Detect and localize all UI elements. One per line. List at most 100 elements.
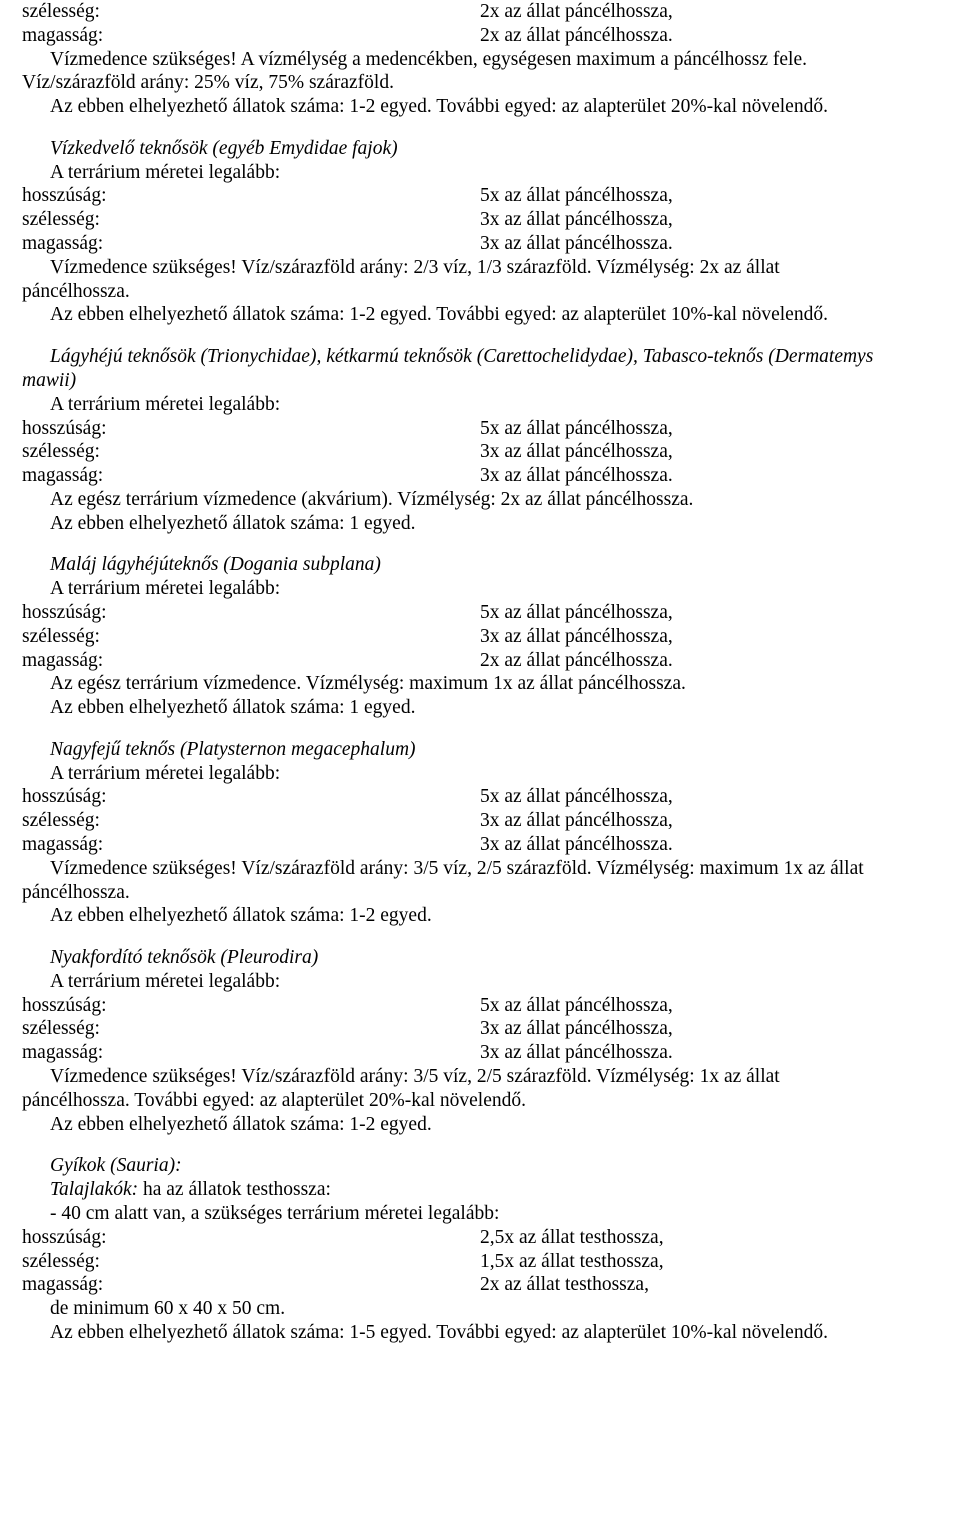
dim-label-width: szélesség: bbox=[22, 1250, 480, 1274]
dim-row-length: hosszúság: 5x az állat páncélhossza, bbox=[22, 785, 938, 809]
dim-label-width: szélesség: bbox=[22, 0, 480, 24]
dim-label-height: magasság: bbox=[22, 833, 480, 857]
dim-row-height: magasság: 2x az állat páncélhossza. bbox=[22, 24, 938, 48]
section-title: Nagyfejű teknős (Platysternon megacephal… bbox=[22, 738, 938, 762]
dim-label-height: magasság: bbox=[22, 1041, 480, 1065]
dim-row-width: szélesség: 3x az állat páncélhossza, bbox=[22, 1017, 938, 1041]
dim-value-width: 3x az állat páncélhossza, bbox=[480, 625, 938, 649]
terrarium-intro: A terrárium méretei legalább: bbox=[22, 970, 938, 994]
dim-label-width: szélesség: bbox=[22, 440, 480, 464]
dim-row-width: szélesség: 1,5x az állat testhossza, bbox=[22, 1250, 938, 1274]
dim-value-width: 3x az állat páncélhossza, bbox=[480, 208, 938, 232]
dim-value-length: 2,5x az állat testhossza, bbox=[480, 1226, 938, 1250]
dim-label-length: hosszúság: bbox=[22, 601, 480, 625]
note-line: Az ebben elhelyezhető állatok száma: 1-2… bbox=[22, 904, 938, 928]
dim-value-width: 3x az állat páncélhossza, bbox=[480, 809, 938, 833]
note-line: Az ebben elhelyezhető állatok száma: 1 e… bbox=[22, 696, 938, 720]
dim-row-height: magasság: 3x az állat páncélhossza. bbox=[22, 232, 938, 256]
note-line: Vízmedence szükséges! Víz/szárazföld ará… bbox=[22, 1065, 938, 1089]
note-line: - 40 cm alatt van, a szükséges terrárium… bbox=[22, 1202, 938, 1226]
dim-label-height: magasság: bbox=[22, 24, 480, 48]
section-trionychidae: Lágyhéjú teknősök (Trionychidae), kétkar… bbox=[22, 345, 938, 535]
dim-value-width: 3x az állat páncélhossza, bbox=[480, 440, 938, 464]
section-title: Gyíkok (Sauria): bbox=[22, 1154, 938, 1178]
dim-label-length: hosszúság: bbox=[22, 417, 480, 441]
dim-row-length: hosszúság: 5x az állat páncélhossza, bbox=[22, 994, 938, 1018]
dim-row-width: szélesség: 3x az állat páncélhossza, bbox=[22, 625, 938, 649]
section-dogania: Maláj lágyhéjúteknős (Dogania subplana) … bbox=[22, 553, 938, 719]
dim-row-width: szélesség: 3x az állat páncélhossza, bbox=[22, 809, 938, 833]
dim-row-length: hosszúság: 5x az állat páncélhossza, bbox=[22, 601, 938, 625]
dim-label-length: hosszúság: bbox=[22, 184, 480, 208]
terrarium-intro: A terrárium méretei legalább: bbox=[22, 161, 938, 185]
note-line: Vízmedence szükséges! Víz/szárazföld ará… bbox=[22, 256, 938, 280]
dim-label-length: hosszúság: bbox=[22, 785, 480, 809]
note-line: Az ebben elhelyezhető állatok száma: 1-5… bbox=[22, 1321, 938, 1345]
dim-row-length: hosszúság: 5x az állat páncélhossza, bbox=[22, 417, 938, 441]
subheading-rest: ha az állatok testhossza: bbox=[138, 1179, 331, 1200]
dim-row-length: hosszúság: 2,5x az állat testhossza, bbox=[22, 1226, 938, 1250]
dim-label-height: magasság: bbox=[22, 1273, 480, 1297]
terrarium-intro: A terrárium méretei legalább: bbox=[22, 577, 938, 601]
dim-label-width: szélesség: bbox=[22, 1017, 480, 1041]
dim-row-height: magasság: 3x az állat páncélhossza. bbox=[22, 1041, 938, 1065]
dim-value-height: 2x az állat testhossza, bbox=[480, 1273, 938, 1297]
note-line-wrap: páncélhossza. bbox=[22, 280, 938, 304]
section-intro: szélesség: 2x az állat páncélhossza, mag… bbox=[22, 0, 938, 119]
note-line: Az ebben elhelyezhető állatok száma: 1-2… bbox=[22, 1113, 938, 1137]
dim-value-width: 1,5x az állat testhossza, bbox=[480, 1250, 938, 1274]
dim-label-length: hosszúság: bbox=[22, 994, 480, 1018]
section-title-wrap: mawii) bbox=[22, 369, 938, 393]
dim-value-height: 2x az állat páncélhossza. bbox=[480, 24, 938, 48]
dim-label-width: szélesség: bbox=[22, 208, 480, 232]
dim-row-width: szélesség: 3x az állat páncélhossza, bbox=[22, 440, 938, 464]
note-line-wrap: páncélhossza. bbox=[22, 881, 938, 905]
dim-value-width: 3x az állat páncélhossza, bbox=[480, 1017, 938, 1041]
dim-value-height: 3x az állat páncélhossza. bbox=[480, 232, 938, 256]
dim-row-height: magasság: 3x az állat páncélhossza. bbox=[22, 833, 938, 857]
note-line: Az ebben elhelyezhető állatok száma: 1-2… bbox=[22, 303, 938, 327]
terrarium-intro: A terrárium méretei legalább: bbox=[22, 762, 938, 786]
section-title: Lágyhéjú teknősök (Trionychidae), kétkar… bbox=[22, 345, 938, 369]
section-title: Vízkedvelő teknősök (egyéb Emydidae fajo… bbox=[22, 137, 938, 161]
dim-value-height: 3x az állat páncélhossza. bbox=[480, 833, 938, 857]
section-title: Nyakfordító teknősök (Pleurodira) bbox=[22, 946, 938, 970]
dim-value-length: 5x az állat páncélhossza, bbox=[480, 184, 938, 208]
dim-label-width: szélesség: bbox=[22, 625, 480, 649]
dim-label-width: szélesség: bbox=[22, 809, 480, 833]
section-sauria: Gyíkok (Sauria): Talajlakók: ha az állat… bbox=[22, 1154, 938, 1344]
dim-row-width: szélesség: 3x az állat páncélhossza, bbox=[22, 208, 938, 232]
dim-row-height: magasság: 2x az állat páncélhossza. bbox=[22, 649, 938, 673]
page: szélesség: 2x az állat páncélhossza, mag… bbox=[0, 0, 960, 1369]
dim-value-length: 5x az állat páncélhossza, bbox=[480, 785, 938, 809]
note-line-wrap: páncélhossza. További egyed: az alapterü… bbox=[22, 1089, 938, 1113]
note-line: de minimum 60 x 40 x 50 cm. bbox=[22, 1297, 938, 1321]
dim-value-length: 5x az állat páncélhossza, bbox=[480, 994, 938, 1018]
dim-value-length: 5x az állat páncélhossza, bbox=[480, 417, 938, 441]
dim-value-length: 5x az állat páncélhossza, bbox=[480, 601, 938, 625]
note-line: Az egész terrárium vízmedence (akvárium)… bbox=[22, 488, 938, 512]
dim-row-height: magasság: 2x az állat testhossza, bbox=[22, 1273, 938, 1297]
note-line: Vízmedence szükséges! Víz/szárazföld ará… bbox=[22, 857, 938, 881]
dim-label-height: magasság: bbox=[22, 464, 480, 488]
dim-row-height: magasság: 3x az állat páncélhossza. bbox=[22, 464, 938, 488]
dim-label-height: magasság: bbox=[22, 232, 480, 256]
section-emydidae: Vízkedvelő teknősök (egyéb Emydidae fajo… bbox=[22, 137, 938, 327]
note-line: Az egész terrárium vízmedence. Vízmélysé… bbox=[22, 672, 938, 696]
section-title: Maláj lágyhéjúteknős (Dogania subplana) bbox=[22, 553, 938, 577]
terrarium-intro: A terrárium méretei legalább: bbox=[22, 393, 938, 417]
note-line: Az ebben elhelyezhető állatok száma: 1 e… bbox=[22, 512, 938, 536]
dim-value-height: 3x az állat páncélhossza. bbox=[480, 464, 938, 488]
subheading-italic: Talajlakók: bbox=[50, 1179, 138, 1200]
dim-label-length: hosszúság: bbox=[22, 1226, 480, 1250]
note-line: Vízmedence szükséges! A vízmélység a med… bbox=[22, 48, 938, 72]
dim-value-width: 2x az állat páncélhossza, bbox=[480, 0, 938, 24]
dim-value-height: 2x az állat páncélhossza. bbox=[480, 649, 938, 673]
dim-label-height: magasság: bbox=[22, 649, 480, 673]
section-platysternon: Nagyfejű teknős (Platysternon megacephal… bbox=[22, 738, 938, 928]
note-line: Az ebben elhelyezhető állatok száma: 1-2… bbox=[22, 95, 938, 119]
note-line: Víz/szárazföld arány: 25% víz, 75% szára… bbox=[22, 71, 938, 95]
dim-value-height: 3x az állat páncélhossza. bbox=[480, 1041, 938, 1065]
subheading: Talajlakók: ha az állatok testhossza: bbox=[22, 1178, 938, 1202]
dim-row-width: szélesség: 2x az állat páncélhossza, bbox=[22, 0, 938, 24]
